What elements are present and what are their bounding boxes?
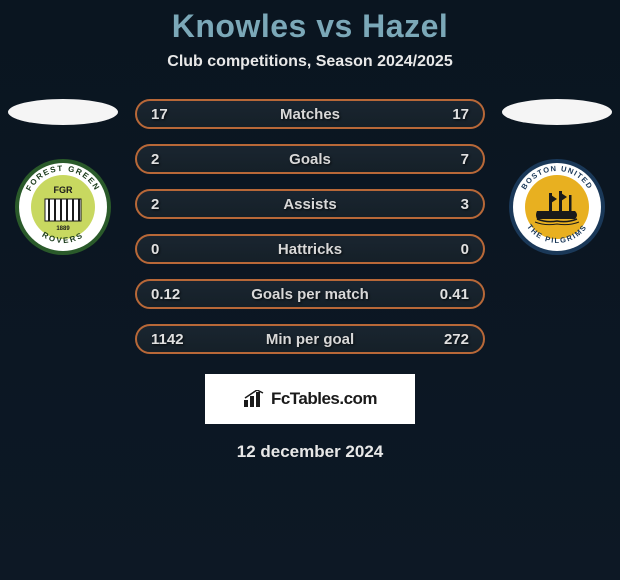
- footer-label: FcTables.com: [271, 389, 377, 409]
- svg-text:1889: 1889: [56, 226, 70, 232]
- stat-right-value: 0.41: [429, 286, 469, 303]
- stat-right-value: 7: [429, 151, 469, 168]
- right-crest-column: BOSTON UNITED THE PILGRIMS: [497, 99, 617, 257]
- page-title: Knowles vs Hazel: [172, 8, 449, 45]
- stat-row: 1142 Min per goal 272: [135, 324, 485, 354]
- left-club-crest-icon: FOREST GREEN ROVERS FGR 1889: [13, 157, 113, 257]
- right-club-crest-icon: BOSTON UNITED THE PILGRIMS: [507, 157, 607, 257]
- stat-label: Goals: [289, 151, 331, 168]
- main-row: FOREST GREEN ROVERS FGR 1889 17 Ma: [0, 99, 620, 354]
- chart-icon: [243, 390, 265, 408]
- stat-left-value: 0.12: [151, 286, 191, 303]
- stat-row: 0.12 Goals per match 0.41: [135, 279, 485, 309]
- stat-right-value: 3: [429, 196, 469, 213]
- stat-label: Assists: [283, 196, 336, 213]
- stat-left-value: 2: [151, 196, 191, 213]
- stat-right-value: 272: [429, 331, 469, 348]
- stat-left-value: 0: [151, 241, 191, 258]
- svg-text:FGR: FGR: [54, 185, 73, 195]
- right-ellipse: [502, 99, 612, 125]
- stat-row: 2 Goals 7: [135, 144, 485, 174]
- stat-label: Hattricks: [278, 241, 342, 258]
- stats-column: 17 Matches 17 2 Goals 7 2 Assists 3 0 Ha…: [135, 99, 485, 354]
- stat-label: Matches: [280, 106, 340, 123]
- stat-left-value: 17: [151, 106, 191, 123]
- footer-attribution[interactable]: FcTables.com: [205, 374, 415, 424]
- stat-right-value: 0: [429, 241, 469, 258]
- stat-left-value: 1142: [151, 331, 191, 348]
- page-subtitle: Club competitions, Season 2024/2025: [167, 53, 452, 71]
- left-crest-column: FOREST GREEN ROVERS FGR 1889: [3, 99, 123, 257]
- stat-row: 0 Hattricks 0: [135, 234, 485, 264]
- stat-label: Goals per match: [251, 286, 369, 303]
- stat-row: 2 Assists 3: [135, 189, 485, 219]
- date-label: 12 december 2024: [237, 442, 384, 462]
- stat-left-value: 2: [151, 151, 191, 168]
- stat-row: 17 Matches 17: [135, 99, 485, 129]
- stat-label: Min per goal: [266, 331, 354, 348]
- comparison-widget: Knowles vs Hazel Club competitions, Seas…: [0, 0, 620, 580]
- stat-right-value: 17: [429, 106, 469, 123]
- left-ellipse: [8, 99, 118, 125]
